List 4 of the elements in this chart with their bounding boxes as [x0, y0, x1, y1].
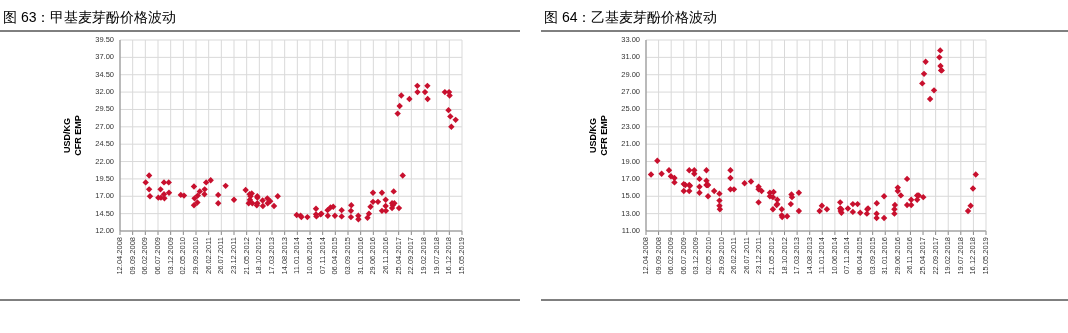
y-axis-title: USD/KG CFR EMP — [61, 115, 83, 156]
y-axis-title: USD/KG CFR EMP — [587, 115, 609, 156]
chart-title: 图 63：甲基麦芽酚价格波动 — [3, 9, 177, 25]
chart-title: 图 64：乙基麦芽酚价格波动 — [544, 9, 718, 25]
